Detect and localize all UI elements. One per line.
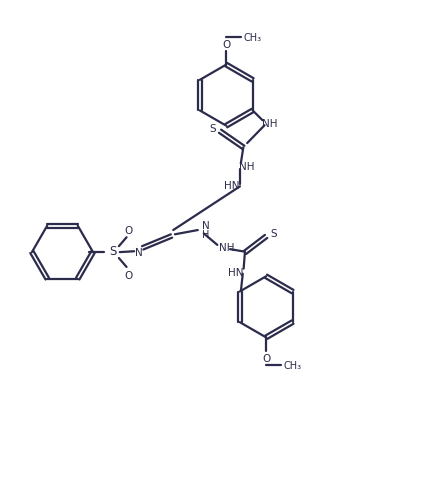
Text: NH: NH [261, 119, 277, 128]
Text: NH: NH [239, 162, 254, 172]
Text: S: S [109, 244, 117, 257]
Text: O: O [124, 270, 132, 280]
Text: O: O [124, 225, 132, 235]
Text: H: H [201, 230, 209, 240]
Text: O: O [262, 353, 270, 363]
Text: CH₃: CH₃ [283, 360, 301, 370]
Text: S: S [270, 228, 276, 239]
Text: S: S [209, 123, 216, 134]
Text: N: N [135, 248, 142, 257]
Text: N: N [201, 221, 209, 230]
Text: CH₃: CH₃ [243, 33, 261, 44]
Text: NH: NH [219, 242, 234, 253]
Text: HN: HN [228, 268, 243, 277]
Text: O: O [222, 40, 230, 50]
Text: HN: HN [223, 181, 239, 191]
